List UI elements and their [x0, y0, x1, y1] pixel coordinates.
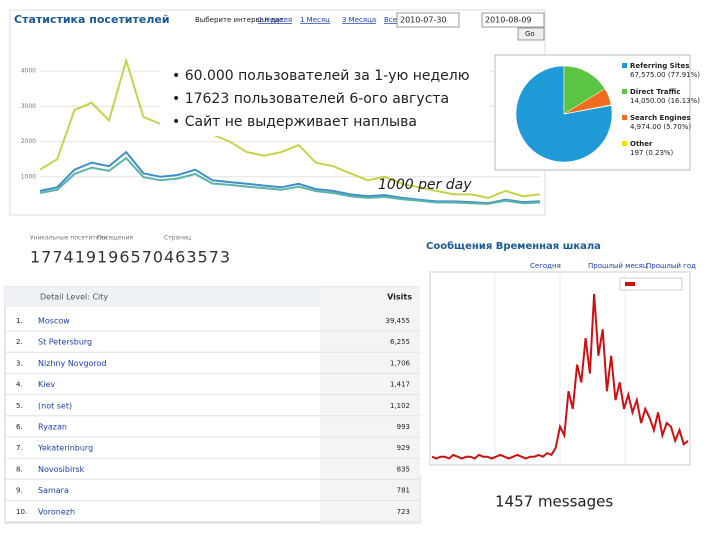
series-line	[431, 293, 689, 460]
row-rank: 5.	[16, 402, 23, 410]
row-rank: 4.	[16, 381, 23, 389]
legend-swatch	[622, 115, 627, 120]
legend-label: Search Engines	[630, 114, 691, 122]
date-input[interactable]	[481, 12, 545, 28]
y-tick-label: 1000	[21, 173, 36, 180]
range-link[interactable]: 1 Месяц	[300, 16, 330, 24]
legend-label: Direct Traffic	[630, 88, 680, 96]
legend-label: Other	[630, 140, 653, 148]
tab[interactable]: Сегодня	[530, 262, 561, 270]
total-value: 177419	[30, 248, 97, 267]
row-visits: 781	[397, 487, 410, 495]
date-to: 2010-08-09	[485, 16, 532, 25]
value-label: 67,575.00 (77.91%)	[630, 71, 700, 79]
row-visits: 1,417	[390, 381, 410, 389]
header-cell: Visits	[387, 293, 412, 302]
total-value: 196570	[97, 248, 164, 267]
value-label: 4,974.00 (5.70%)	[630, 123, 691, 131]
notes-box	[160, 58, 490, 136]
row-visits: 1,706	[390, 359, 411, 367]
row-rank: 2.	[16, 338, 23, 346]
row-visits: 835	[397, 465, 410, 473]
row-visits: 723	[397, 508, 410, 516]
legend-swatch	[622, 89, 627, 94]
table-header	[5, 287, 420, 307]
total-label: Страниц	[164, 235, 191, 242]
row-rank: 7.	[16, 444, 23, 452]
legend-label: Referring Sites	[630, 62, 689, 70]
date-from: 2010-07-30	[400, 16, 447, 25]
row-city[interactable]: Ryazan	[38, 423, 67, 432]
row-city[interactable]: (not set)	[38, 401, 72, 410]
header-cell: Detail Level: City	[40, 293, 108, 302]
row-rank: 8.	[16, 465, 23, 473]
row-rank: 3.	[16, 359, 23, 367]
row-city[interactable]: Kiev	[38, 380, 55, 389]
row-city[interactable]: St Petersburg	[38, 338, 92, 347]
y-tick-label: 2000	[21, 138, 36, 145]
go-label[interactable]: Go	[525, 30, 535, 38]
legend-swatch	[625, 282, 635, 286]
series-line	[39, 156, 541, 205]
pie-slice	[563, 104, 612, 115]
go-button[interactable]	[517, 27, 545, 41]
y-tick-label: 4000	[21, 68, 36, 75]
note: • 60.000 пользователей за 1-ую неделю	[172, 68, 470, 84]
legend-swatch	[622, 141, 627, 146]
total-label: Посещения	[97, 235, 133, 242]
row-city[interactable]: Nizhny Novgorod	[38, 359, 107, 368]
y-tick-label: 3000	[21, 103, 36, 110]
note: • 17623 пользователей 6-ого августа	[172, 91, 449, 107]
tab[interactable]: Прошлый год	[646, 262, 696, 270]
range-link[interactable]: 3 Месяца	[342, 16, 376, 24]
annotation: 1000 per day	[378, 177, 472, 193]
row-city[interactable]: Novosibirsk	[38, 465, 85, 474]
row-city[interactable]: Yekaterinburg	[37, 444, 93, 453]
row-rank: 6.	[16, 423, 23, 431]
row-visits: 39,455	[386, 317, 411, 325]
row-city[interactable]: Moscow	[38, 317, 70, 326]
row-visits: 6,255	[390, 338, 410, 346]
row-rank: 9.	[16, 487, 23, 495]
row-visits: 1,102	[390, 402, 410, 410]
legend-swatch	[622, 63, 627, 68]
series-line	[39, 57, 541, 199]
panel-title: Статистика посетителей	[14, 13, 170, 26]
row-rank: 1.	[16, 317, 23, 325]
range-label: Выберите интервал дат:	[195, 16, 286, 24]
panel-title: Сообщения Временная шкала	[426, 240, 601, 252]
pie-slice	[563, 65, 606, 115]
value-label: 14,050.00 (16.13%)	[630, 97, 700, 105]
date-input[interactable]	[396, 12, 460, 28]
tab[interactable]: Прошлый месяц	[588, 262, 648, 270]
row-city[interactable]: Samara	[38, 486, 69, 495]
row-visits: 993	[397, 423, 410, 431]
range-link[interactable]: 1 Неделя	[258, 16, 292, 24]
annotation: 1457 messages	[495, 493, 613, 511]
row-visits: 929	[397, 444, 410, 452]
series-line	[39, 150, 541, 205]
row-rank: 10.	[16, 508, 27, 516]
value-label: 197 (0.23%)	[630, 149, 674, 157]
sort-column	[320, 287, 420, 523]
total-label: Уникальные посетители	[30, 235, 107, 242]
legend-box	[619, 277, 683, 291]
range-link[interactable]: Все	[384, 16, 397, 24]
total-value: 463573	[164, 248, 231, 267]
note: • Сайт не выдерживает наплыва	[172, 114, 417, 130]
row-city[interactable]: Voronezh	[38, 507, 75, 516]
